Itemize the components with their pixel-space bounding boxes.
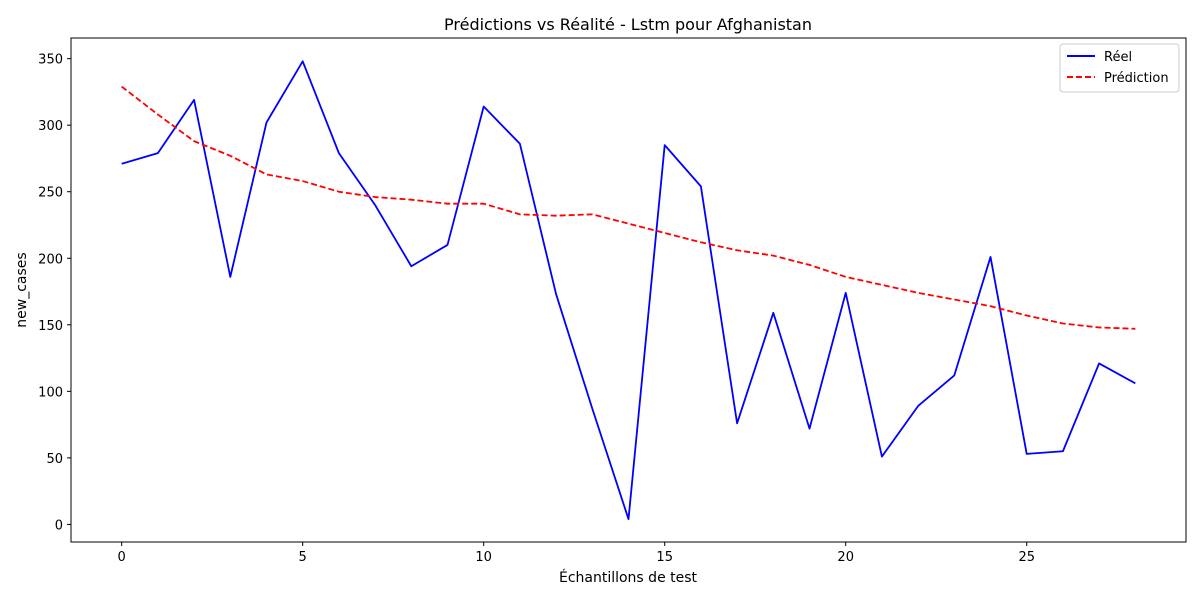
y-tick-label: 250 bbox=[38, 186, 63, 201]
x-tick-label: 20 bbox=[837, 550, 854, 565]
x-tick-label: 15 bbox=[656, 550, 673, 565]
plot-area bbox=[70, 37, 1187, 543]
x-axis-ticks: 0 5 10 15 20 25 bbox=[118, 542, 1035, 565]
series-line-prediction bbox=[121, 85, 1136, 330]
y-tick-label: 300 bbox=[38, 119, 63, 134]
x-tick-label: 0 bbox=[118, 550, 126, 565]
x-tick-label: 5 bbox=[299, 550, 307, 565]
y-axis-ticks: 0 50 100 150 200 250 300 350 bbox=[38, 53, 71, 533]
y-tick-label: 150 bbox=[38, 319, 63, 334]
y-tick-label: 350 bbox=[38, 53, 63, 68]
x-tick-label: 10 bbox=[475, 550, 492, 565]
y-tick-label: 0 bbox=[55, 518, 63, 533]
legend-label-real: Réel bbox=[1104, 50, 1132, 65]
legend: Réel Prédiction bbox=[1059, 43, 1180, 93]
y-axis-label: new_cases bbox=[14, 252, 30, 327]
chart-title: Prédictions vs Réalité - Lstm pour Afgha… bbox=[444, 15, 812, 34]
y-tick-label: 100 bbox=[38, 385, 63, 400]
series-line-real bbox=[121, 60, 1136, 521]
x-tick-label: 25 bbox=[1018, 550, 1035, 565]
x-axis-label: Échantillons de test bbox=[559, 569, 698, 586]
y-tick-label: 200 bbox=[38, 252, 63, 267]
legend-label-prediction: Prédiction bbox=[1104, 71, 1169, 86]
series-lines bbox=[121, 60, 1136, 521]
y-tick-label: 50 bbox=[46, 452, 63, 467]
